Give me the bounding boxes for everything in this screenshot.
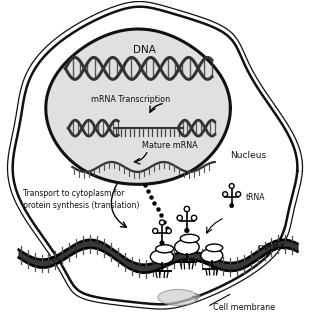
Circle shape	[177, 215, 182, 221]
Circle shape	[223, 192, 228, 197]
Ellipse shape	[158, 289, 198, 305]
Text: mRNA: mRNA	[258, 243, 285, 252]
Circle shape	[229, 184, 234, 188]
Circle shape	[153, 228, 158, 234]
Circle shape	[160, 220, 165, 225]
Text: DNA: DNA	[133, 45, 155, 55]
Ellipse shape	[201, 249, 223, 262]
Circle shape	[191, 215, 197, 221]
Circle shape	[185, 228, 189, 233]
Circle shape	[160, 241, 164, 245]
Text: Transport to cytoplasm for
protein synthesis (translation): Transport to cytoplasm for protein synth…	[23, 189, 139, 210]
Ellipse shape	[156, 245, 173, 253]
Polygon shape	[13, 7, 297, 304]
Ellipse shape	[150, 250, 173, 264]
Ellipse shape	[206, 244, 223, 252]
Circle shape	[166, 228, 171, 234]
Ellipse shape	[180, 234, 199, 243]
Circle shape	[184, 206, 190, 212]
Polygon shape	[46, 29, 230, 184]
Text: Mature mRNA: Mature mRNA	[142, 140, 198, 149]
Text: mRNA Transcription: mRNA Transcription	[91, 95, 170, 104]
Circle shape	[230, 204, 234, 208]
Circle shape	[236, 192, 241, 197]
Text: Cell membrane: Cell membrane	[213, 303, 275, 312]
Text: tRNA: tRNA	[246, 193, 265, 202]
Text: Nucleus: Nucleus	[230, 150, 266, 160]
Ellipse shape	[174, 239, 199, 255]
